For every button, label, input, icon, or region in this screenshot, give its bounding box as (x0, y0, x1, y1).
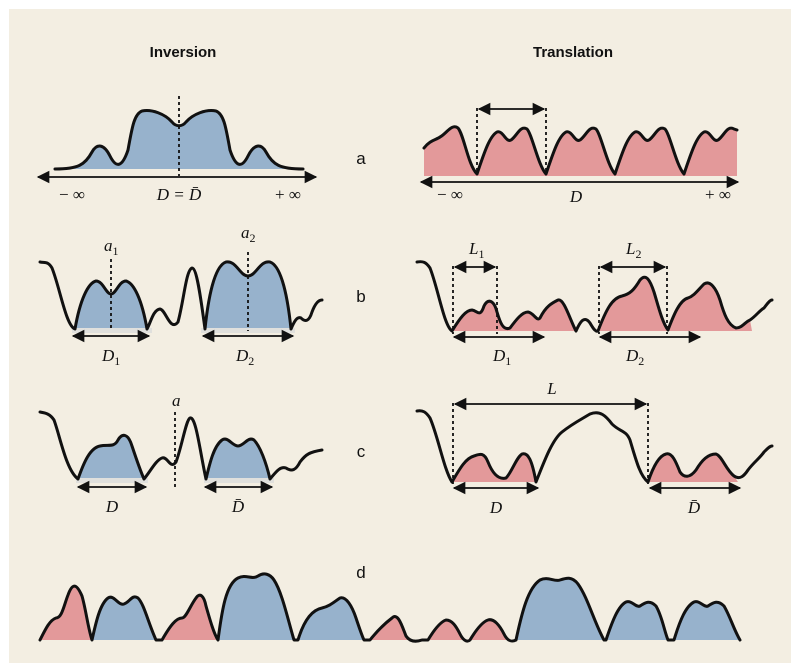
period-label-l1: L1 (468, 239, 484, 261)
panel-label-b: b (356, 287, 365, 306)
panel-c-translation: L D D̄ (415, 379, 774, 517)
local-symmetry-profile-curve (38, 260, 324, 331)
domain-label-d1: D1 (101, 346, 120, 368)
domain-label-translation-c2-bar: D̄ (687, 498, 701, 517)
combined-blue-fill-2 (218, 573, 294, 640)
combined-red-fill-1 (40, 586, 92, 640)
domain-label-translation: D (569, 187, 583, 206)
panel-d-combined (38, 572, 742, 643)
inverted-domain-fill-1 (78, 435, 144, 479)
panel-label-a: a (356, 149, 366, 168)
domain-label-c2-bar: D̄ (231, 497, 245, 516)
heading-inversion: Inversion (150, 44, 217, 61)
plus-infinity-label-translation: + ∞ (705, 185, 731, 204)
panel-c-inversion: a D D̄ (38, 391, 324, 516)
heading-translation: Translation (533, 44, 613, 61)
inversion-centre-label-a: a (172, 391, 181, 410)
domain-equals-bar-label: D = D̄ (156, 185, 202, 204)
local-translation-profile-curve (415, 260, 774, 333)
figure-panel: Inversion Translation a b c d − ∞ D = D̄… (9, 9, 791, 663)
panel-label-c: c (357, 442, 366, 461)
panel-b-inversion: a1 a2 D1 D2 (38, 223, 324, 368)
combined-red-fill-5 (470, 619, 508, 640)
translation-separated-profile-curve (415, 409, 774, 484)
panel-label-d: d (356, 563, 365, 582)
axis-label-a2: a2 (241, 223, 256, 245)
baseline-strip-c1 (76, 478, 148, 483)
combined-blue-fill-5 (606, 601, 668, 640)
local-symmetric-fill-1 (75, 281, 147, 329)
combined-blue-fill-6 (674, 601, 740, 640)
minus-infinity-label-translation: − ∞ (437, 185, 463, 204)
domain-label-translation-d2: D2 (625, 346, 644, 368)
domain-label-d2: D2 (235, 346, 254, 368)
minus-infinity-label: − ∞ (59, 185, 85, 204)
inversion-centre-profile-curve (38, 410, 324, 481)
panel-b-translation: L1 L2 D1 D2 (415, 239, 774, 368)
axis-label-a1: a1 (104, 236, 119, 258)
combined-red-fill-4 (428, 620, 464, 640)
period-label-l2: L2 (625, 239, 641, 261)
domain-label-c1: D (105, 497, 119, 516)
panel-a-translation: − ∞ D + ∞ (419, 102, 740, 206)
symmetry-diagram: Inversion Translation a b c d − ∞ D = D̄… (36, 44, 774, 643)
panel-a-inversion: − ∞ D = D̄ + ∞ (36, 96, 318, 204)
plus-infinity-label: + ∞ (275, 185, 301, 204)
domain-label-translation-c1: D (489, 498, 503, 517)
local-periodic-fill-1 (452, 299, 576, 331)
periodic-profile-fill (424, 126, 737, 176)
baseline-strip-c2 (204, 478, 274, 483)
inverted-domain-fill-2 (206, 439, 270, 479)
local-periodic-fill-2 (598, 277, 752, 331)
baseline-strip-1 (72, 328, 152, 333)
translated-domain-fill-1 (452, 453, 536, 482)
combined-blue-fill-3 (298, 597, 364, 640)
translated-domain-fill-2 (648, 453, 738, 482)
symmetric-profile-curve (53, 109, 305, 171)
combined-blue-fill-1 (92, 596, 156, 640)
domain-label-translation-d1: D1 (492, 346, 511, 368)
combined-symmetry-profile-curve (38, 572, 742, 643)
periodic-profile-curve (422, 125, 739, 176)
translation-label-l: L (546, 379, 556, 398)
combined-red-fill-2 (162, 595, 218, 640)
